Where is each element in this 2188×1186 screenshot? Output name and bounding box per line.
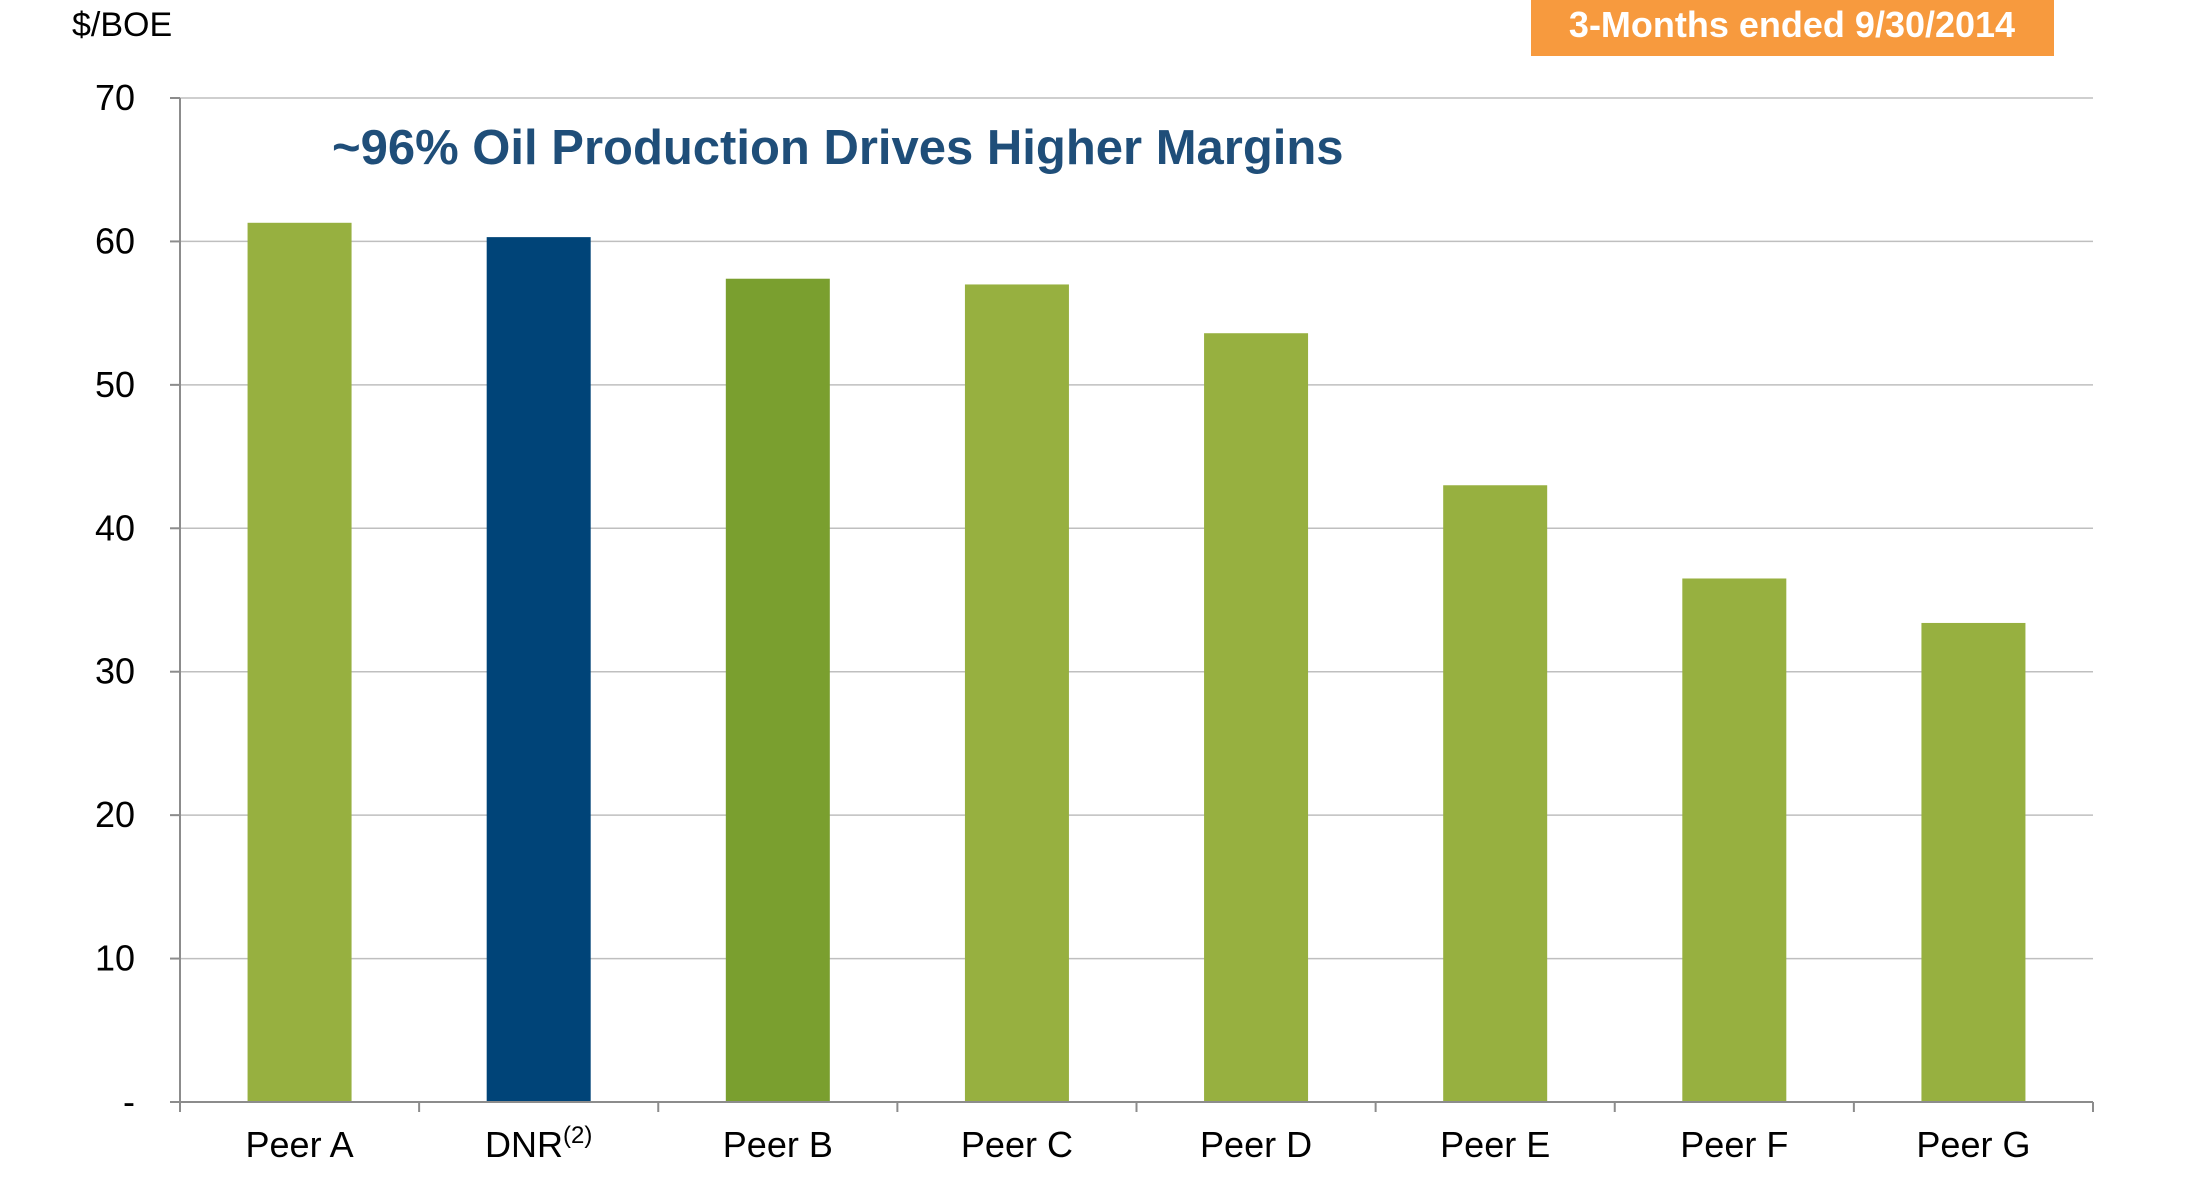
bars [247, 222, 2026, 1103]
bar-peer-d [1204, 333, 1309, 1102]
x-tick-label: Peer E [1440, 1124, 1550, 1165]
period-badge-label: 3-Months ended 9/30/2014 [1569, 4, 2015, 45]
bar-dnr [486, 237, 591, 1102]
bar-peer-c [964, 284, 1069, 1102]
y-tick-label: 60 [95, 220, 135, 261]
y-tick-label: 10 [95, 938, 135, 979]
period-badge [1531, 0, 2054, 56]
y-tick-label: 70 [95, 77, 135, 118]
y-tick-label: - [123, 1081, 135, 1122]
chart-title: ~96% Oil Production Drives Higher Margin… [332, 121, 1344, 175]
axes: - 10 20 30 40 50 60 70 Peer A DNR(2) Peer B Peer C P… [95, 77, 2094, 1165]
x-tick-label: Peer D [1200, 1124, 1312, 1165]
y-tick-label: 20 [95, 794, 135, 835]
bar-peer-f [1682, 578, 1787, 1102]
y-tick-label: 50 [95, 364, 135, 405]
gridlines [180, 97, 2093, 960]
y-tick-label: 30 [95, 651, 135, 692]
x-tick-label: Peer C [961, 1124, 1073, 1165]
x-tick-label: Peer F [1680, 1124, 1788, 1165]
x-tick-label: Peer A [246, 1124, 354, 1165]
x-tick-label: Peer B [723, 1124, 833, 1165]
y-axis-label: $/BOE [72, 6, 172, 44]
bar-peer-a [247, 222, 352, 1103]
bar-peer-e [1443, 485, 1548, 1102]
x-tick-label: Peer G [1916, 1124, 2030, 1165]
bar-peer-g [1921, 622, 2026, 1102]
x-tick-label: DNR(2) [485, 1122, 592, 1165]
y-tick-label: 40 [95, 507, 135, 548]
bar-peer-b [725, 278, 830, 1103]
labels: $/BOE ~96% Oil Production Drives Higher … [72, 0, 2054, 175]
